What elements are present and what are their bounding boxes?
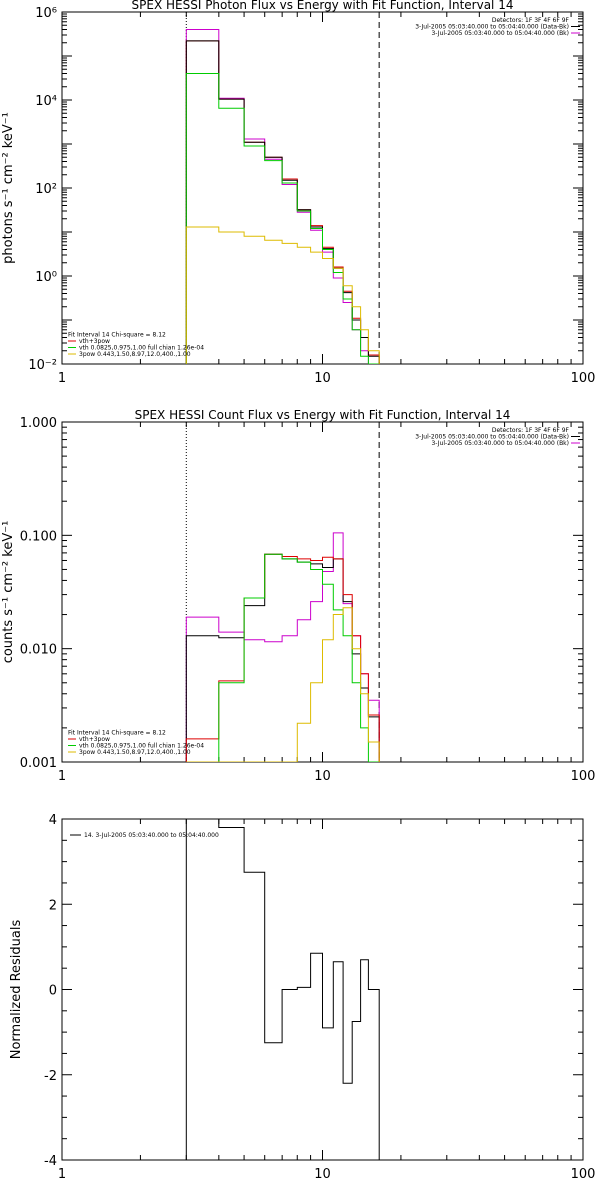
series-line-2 — [185, 553, 380, 762]
x-tick-label: 1 — [58, 769, 66, 784]
bottom-legend-text: 3pow 0.443,1.50,8.97,12.0,400.,1.00 — [79, 351, 191, 358]
y-axis-label: counts s⁻¹ cm⁻² keV⁻¹ — [1, 521, 16, 664]
y-axis-label: photons s⁻¹ cm⁻² keV⁻¹ — [1, 112, 16, 264]
chart-panel-2: SPEX HESSI Count Flux vs Energy with Fit… — [1, 408, 595, 784]
chart-title: SPEX HESSI Count Flux vs Energy with Fit… — [135, 408, 511, 422]
x-tick-label: 1 — [58, 371, 66, 386]
series-group — [185, 29, 380, 364]
y-axis-label: Normalized Residuals — [9, 920, 24, 1060]
x-tick-label: 100 — [571, 371, 596, 386]
y-tick-label: 10⁻² — [28, 358, 57, 373]
top-legend-text: 3-Jul-2005 05:03:40.000 to 05:04:40.000 … — [431, 440, 569, 447]
x-tick-label: 10 — [314, 769, 331, 784]
series-group — [185, 532, 380, 762]
series-line-3 — [185, 40, 380, 364]
chart-panel-1: SPEX HESSI Photon Flux vs Energy with Fi… — [1, 0, 595, 386]
y-tick-label: 1.000 — [20, 416, 57, 431]
series-line-2 — [185, 40, 380, 364]
series-group — [185, 819, 380, 1160]
bottom-legend-text: vth 0.0825,0.975,1.00 full chian 1.26e-0… — [79, 743, 204, 750]
y-tick-label: 0.010 — [20, 643, 57, 658]
series-line-4 — [185, 73, 380, 364]
series-line-3 — [185, 553, 380, 762]
bottom-legend-text: vth+3pow — [79, 338, 110, 345]
y-tick-label: -2 — [44, 1069, 57, 1084]
y-tick-label: 10⁶ — [35, 6, 57, 21]
y-tick-label: 0 — [49, 984, 57, 999]
x-tick-label: 1 — [58, 1167, 66, 1182]
x-tick-label: 10 — [314, 1167, 331, 1182]
x-tick-label: 100 — [571, 1167, 596, 1182]
series-line-5 — [186, 607, 380, 762]
x-tick-label: 10 — [314, 371, 331, 386]
top-legend-text: 3-Jul-2005 05:03:40.000 to 05:04:40.000 … — [415, 24, 569, 31]
bottom-legend-text: 3pow 0.443,1.50,8.97,12.0,400.,1.00 — [79, 749, 191, 756]
plot-frame — [61, 11, 584, 365]
y-tick-label: 10⁰ — [35, 270, 57, 285]
bottom-legend-text: vth+3pow — [79, 736, 110, 743]
top-legend-text: Detectors: 1F 3F 4F 6F 9F — [492, 17, 570, 24]
residual-legend-text: 14. 3-Jul-2005 05:03:40.000 to 05:04:40.… — [84, 832, 219, 839]
y-tick-label: 0.100 — [20, 529, 57, 544]
y-tick-label: 4 — [49, 813, 57, 828]
chart-title: SPEX HESSI Photon Flux vs Energy with Fi… — [132, 0, 514, 12]
y-tick-label: 0.001 — [20, 756, 57, 771]
chart-panel-3: 1 10 100 -4 -2 0 2 4 Normalized Residuals 14. 3-J… — [9, 813, 595, 1182]
top-legend-text: 3-Jul-2005 05:03:40.000 to 05:04:40.000 … — [431, 30, 569, 37]
top-legend-text: Detectors: 1F 3F 4F 6F 9F — [492, 427, 570, 434]
bottom-legend-text: Fit Interval 14 Chi-square = 8.12 — [68, 332, 166, 339]
y-tick-label: 10⁴ — [35, 94, 57, 109]
y-tick-label: -4 — [44, 1154, 57, 1169]
x-tick-label: 100 — [571, 769, 596, 784]
series-line-4 — [186, 553, 380, 762]
bottom-legend-text: Fit Interval 14 Chi-square = 8.12 — [68, 730, 166, 737]
series-line-5 — [185, 226, 380, 364]
y-tick-label: 2 — [49, 898, 57, 913]
series-line-1 — [185, 29, 380, 364]
series-line-1 — [185, 532, 380, 762]
series-line-1 — [185, 819, 380, 1160]
y-tick-label: 10² — [35, 182, 57, 197]
top-legend-text: 3-Jul-2005 05:03:40.000 to 05:04:40.000 … — [415, 434, 569, 441]
bottom-legend-text: vth 0.0825,0.975,1.00 full chian 1.26e-0… — [79, 345, 204, 352]
